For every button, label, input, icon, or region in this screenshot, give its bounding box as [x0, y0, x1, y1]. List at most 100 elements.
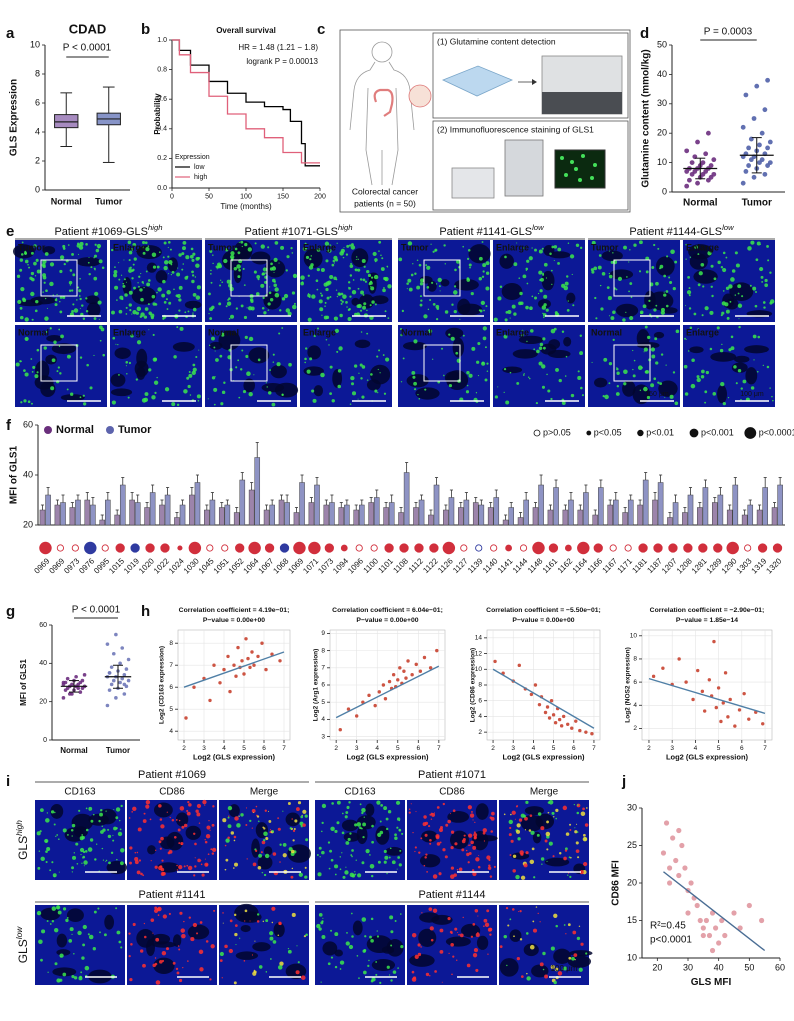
stain-spot [759, 267, 764, 272]
stain-spot [287, 949, 292, 954]
stain-spot [347, 317, 352, 322]
stain-spot [399, 849, 402, 852]
stain-spot [350, 375, 355, 381]
stain-spot [346, 931, 348, 934]
stain-spot [648, 299, 651, 302]
stain-spot [93, 254, 98, 258]
stain-spot [701, 369, 705, 374]
stain-spot [88, 256, 90, 258]
stain-spot [354, 823, 358, 827]
stain-spot [503, 813, 506, 816]
stain-spot [33, 244, 37, 248]
stain-spot [340, 302, 343, 305]
stain-spot [332, 259, 336, 263]
stain-spot [429, 813, 432, 816]
stain-spot [387, 266, 389, 268]
stain-spot [553, 980, 557, 985]
stain-spot [616, 367, 619, 371]
stain-spot [716, 326, 720, 330]
data-point [684, 680, 688, 684]
data-point [765, 145, 770, 151]
stain-spot [663, 291, 665, 293]
stain-spot [271, 906, 276, 911]
stain-spot [486, 362, 489, 365]
stain-spot [320, 268, 325, 273]
bar [149, 492, 156, 526]
stain-spot [482, 336, 487, 341]
stain-spot [132, 922, 136, 927]
y-tick-label: 4 [169, 728, 173, 735]
stain-spot [331, 399, 335, 403]
stain-spot [439, 290, 441, 292]
stain-spot [566, 308, 570, 312]
stain-spot [116, 858, 118, 861]
stain-spot [737, 284, 742, 289]
stain-spot [309, 258, 312, 261]
stain-spot [563, 924, 566, 926]
stain-spot [398, 257, 403, 262]
stain-spot [521, 329, 524, 332]
data-point [712, 639, 716, 644]
stain-spot [672, 286, 676, 291]
stain-spot [243, 284, 246, 287]
stain-spot [675, 329, 680, 334]
stain-spot [132, 268, 135, 272]
stain-spot [162, 317, 165, 320]
stain-spot [764, 278, 768, 283]
stain-spot [401, 309, 404, 313]
stain-spot [428, 907, 433, 912]
bar [711, 502, 718, 526]
stain-spot [602, 247, 604, 249]
data-point [708, 163, 714, 168]
x-axis-label: Log2 (GLS expression) [346, 753, 429, 762]
stain-spot [416, 259, 419, 261]
data-point [695, 139, 700, 145]
stain-spot [483, 840, 486, 842]
tissue-lumen [544, 857, 570, 867]
stain-spot [606, 286, 610, 289]
stain-spot [128, 259, 131, 262]
stain-spot [369, 864, 375, 869]
stain-spot [145, 804, 150, 809]
stain-spot [269, 298, 274, 302]
bar [329, 502, 335, 526]
stain-spot [165, 947, 170, 951]
stain-spot [148, 368, 152, 372]
stain-spot [191, 279, 195, 284]
stain-spot [702, 285, 705, 288]
stain-spot [468, 263, 472, 267]
y-tick-label: 6 [478, 697, 482, 704]
stain-spot [608, 315, 611, 317]
stain-spot [254, 242, 257, 245]
stain-spot [610, 316, 615, 321]
stain-spot [432, 250, 435, 253]
bar [179, 504, 186, 526]
stain-spot [397, 967, 399, 969]
stain-spot [574, 959, 576, 961]
stain-spot [339, 960, 345, 965]
tissue-lumen [98, 808, 117, 825]
stain-spot [475, 857, 480, 862]
stain-spot [360, 331, 363, 333]
stain-spot [53, 340, 57, 344]
stain-spot [235, 366, 238, 369]
stain-spot [321, 803, 327, 809]
stain-spot [473, 831, 476, 834]
stain-spot [663, 293, 667, 297]
stain-spot [419, 303, 423, 307]
stain-spot [182, 246, 186, 251]
tile-label: Enlarge [303, 242, 336, 252]
significance-marker [221, 544, 229, 552]
stain-spot [674, 401, 679, 406]
stain-spot [429, 926, 434, 931]
stain-spot [370, 939, 374, 943]
stain-spot [180, 928, 186, 933]
stain-spot [431, 281, 434, 284]
stain-spot [210, 269, 212, 272]
tissue-lumen [110, 388, 133, 397]
stain-spot [411, 370, 416, 375]
stain-spot [361, 258, 366, 263]
stain-spot [66, 354, 71, 359]
bar [224, 504, 231, 526]
stain-spot [282, 853, 287, 858]
